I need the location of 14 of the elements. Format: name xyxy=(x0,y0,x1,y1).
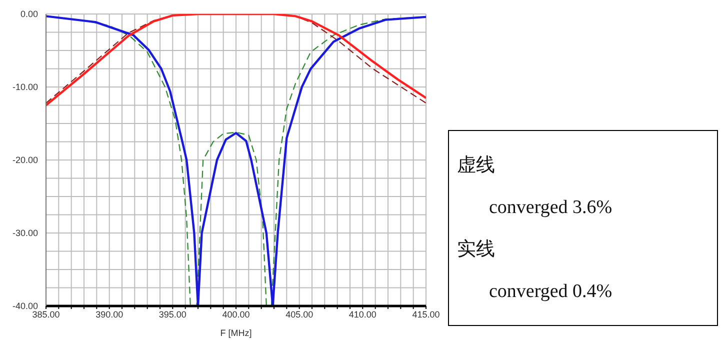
x-tick-label: 415.00 xyxy=(412,309,440,320)
x-tick-label: 405.00 xyxy=(286,309,314,320)
text-panel: 虚线 converged 3.6% 实线 converged 0.4% xyxy=(448,130,718,326)
y-tick-label: -10.00 xyxy=(12,82,38,92)
x-tick-label: 395.00 xyxy=(158,309,186,320)
x-tick-label: 385.00 xyxy=(32,309,60,320)
x-tick-label: 390.00 xyxy=(96,309,124,320)
y-tick-label: -40.00 xyxy=(12,301,38,312)
y-tick-label: 0.00 xyxy=(20,9,38,20)
x-tick-label: 410.00 xyxy=(348,309,376,320)
x-tick-label: 400.00 xyxy=(222,309,250,320)
x-axis-title: F [MHz] xyxy=(220,328,252,338)
y-tick-label: -20.00 xyxy=(12,155,38,166)
y-tick-label: -30.00 xyxy=(12,228,38,238)
